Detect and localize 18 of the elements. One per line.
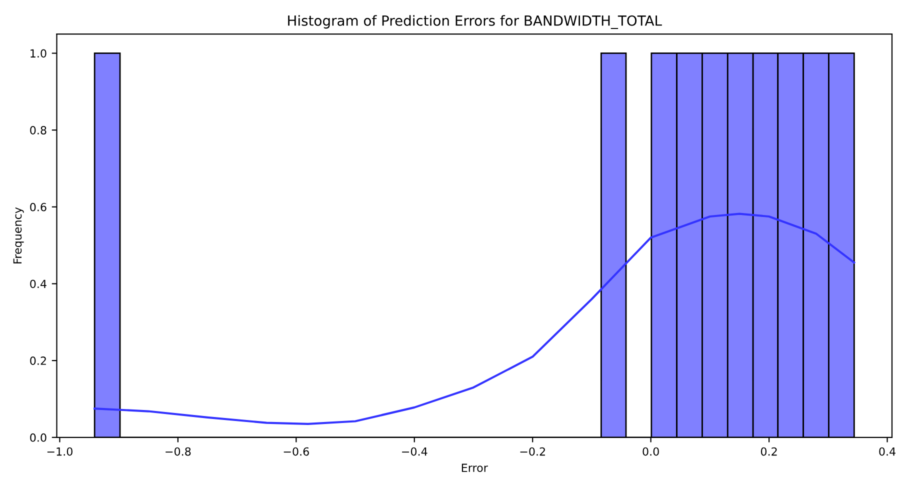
x-tick-label: 0.2	[760, 447, 777, 456]
line-series	[94, 212, 856, 425]
x-axis-title: Error	[462, 464, 488, 472]
y-tick-label: 0.2	[30, 356, 46, 365]
y-axis-title: Frequency	[13, 207, 24, 264]
chart-title: Histogram of Prediction Errors for BANDWIDTH_TOTAL	[288, 15, 662, 29]
y-tick-label: 0.4	[30, 280, 46, 288]
y-tick-label: 0.6	[30, 202, 46, 212]
y-tick-label: 1.0	[30, 49, 46, 58]
x-tick-label: −0.6	[284, 447, 309, 456]
x-tick-label: −0.4	[402, 447, 428, 456]
x-tick-label: −1.0	[47, 447, 72, 456]
y-tick-label: 0.0	[30, 433, 46, 442]
x-tick-label: 0.0	[642, 447, 659, 456]
x-tick-label: −0.2	[520, 447, 545, 456]
x-tick-label: −0.8	[166, 447, 191, 456]
y-tick-label: 0.8	[30, 126, 46, 134]
x-tick-label: 0.4	[879, 447, 896, 456]
